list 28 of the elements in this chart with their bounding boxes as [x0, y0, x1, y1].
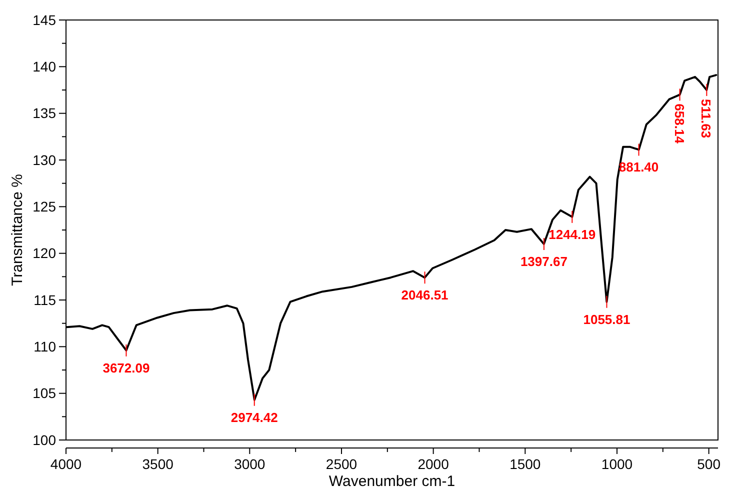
annotation: 511.63: [698, 99, 714, 138]
y-tick-label: 135: [32, 105, 56, 122]
x-tick-label: 4000: [50, 456, 82, 472]
annotation: 3672.09: [102, 360, 150, 376]
x-tick-label: 1000: [601, 456, 633, 472]
annotation: 1055.81: [583, 312, 630, 327]
x-axis-title: Wavenumber cm-1: [328, 473, 456, 490]
x-tick-label: 3500: [142, 456, 174, 472]
x-tick-label: 3000: [234, 456, 266, 472]
x-tick-label: 2500: [326, 456, 358, 472]
y-tick-label: 115: [34, 292, 56, 308]
y-tick-label: 120: [32, 245, 56, 262]
annotation: 658.14: [672, 104, 687, 144]
x-tick-label: 500: [697, 456, 721, 472]
annotation: 2974.42: [230, 410, 278, 425]
y-tick-label: 110: [34, 338, 56, 355]
annotation: 1244.19: [548, 226, 596, 242]
y-tick-label: 145: [32, 12, 56, 28]
y-axis-title: Transmittance %: [9, 174, 26, 286]
annotation: 1397.67: [520, 254, 568, 269]
y-tick-label: 140: [32, 58, 56, 75]
y-tick-label: 100: [32, 432, 56, 448]
x-tick-label: 1500: [510, 456, 541, 472]
y-tick-label: 130: [32, 152, 56, 168]
x-tick-label: 2000: [418, 456, 450, 472]
y-tick-label: 105: [32, 385, 56, 402]
annotation: 2046.51: [401, 288, 448, 303]
y-tick-label: 125: [32, 198, 56, 215]
